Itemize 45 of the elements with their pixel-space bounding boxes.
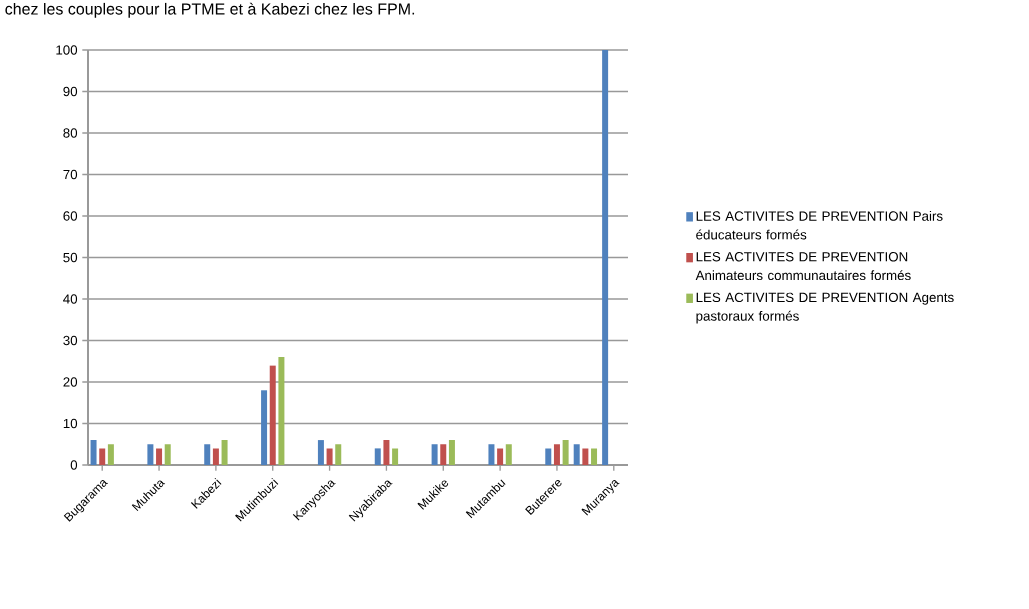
bar xyxy=(317,440,324,465)
bar xyxy=(326,448,333,465)
bar xyxy=(440,444,447,465)
bar xyxy=(582,448,589,465)
y-tick-label: 100 xyxy=(56,45,78,55)
y-tick-label: 0 xyxy=(70,460,78,470)
bar xyxy=(164,444,171,465)
bar xyxy=(156,448,163,465)
bar xyxy=(147,444,154,465)
bar xyxy=(212,448,219,465)
bar xyxy=(107,444,114,465)
bar xyxy=(383,440,390,465)
y-tick-label: 10 xyxy=(63,418,78,429)
bar xyxy=(545,448,552,465)
bar xyxy=(591,448,598,465)
bar xyxy=(573,444,580,465)
bar xyxy=(374,448,381,465)
bar xyxy=(553,444,560,465)
bar xyxy=(261,390,268,465)
legend-label: LES ACTIVITES DE PREVENTION Pairs éducateurs formés xyxy=(696,211,943,240)
bar xyxy=(431,444,438,465)
y-tick-label: 90 xyxy=(63,86,78,97)
bar xyxy=(269,365,276,465)
y-tick-label: 40 xyxy=(63,294,78,304)
bar xyxy=(505,444,512,465)
y-tick-label: 60 xyxy=(63,211,78,221)
y-tick-label: 30 xyxy=(63,335,78,346)
bar xyxy=(335,444,342,465)
bar xyxy=(392,448,399,465)
text: chez les couples pour la PTME et à Kabezi chez les FPM. xyxy=(5,2,415,18)
bar xyxy=(448,440,455,465)
y-tick-label: 20 xyxy=(63,377,78,387)
bar xyxy=(278,357,285,465)
bar xyxy=(602,49,609,465)
legend-label: LES ACTIVITES DE PREVENTION Agents pastoraux formés xyxy=(696,292,954,324)
bar xyxy=(204,444,211,465)
bar xyxy=(90,440,97,465)
y-tick-label: 50 xyxy=(63,252,78,263)
bar xyxy=(497,448,504,465)
bar xyxy=(488,444,495,465)
bar xyxy=(562,440,569,465)
legend-label: LES ACTIVITES DE PREVENTION Animateurs communautaires formés xyxy=(695,252,911,281)
y-tick-label: 70 xyxy=(63,169,78,180)
bar xyxy=(221,440,228,465)
y-tick-label: 80 xyxy=(63,128,78,138)
